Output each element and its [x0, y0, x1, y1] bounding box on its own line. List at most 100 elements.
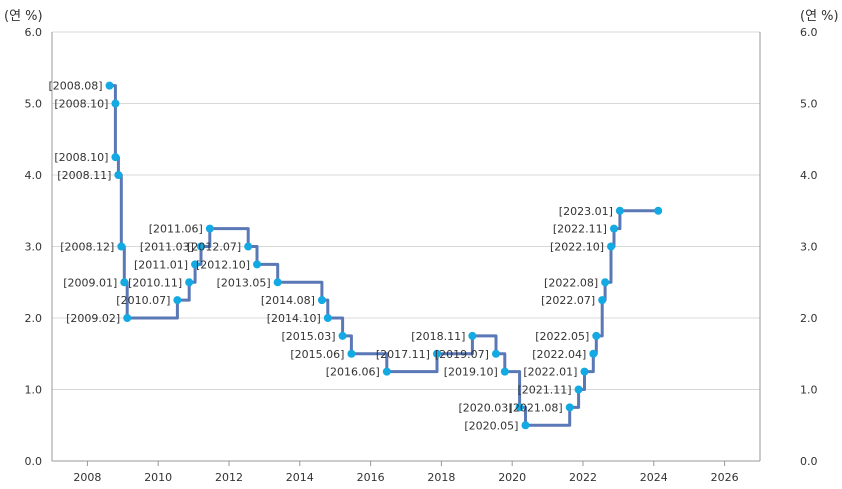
data-point-label: [2011.01]: [134, 258, 188, 271]
data-point[interactable]: [338, 331, 347, 340]
data-point-label: [2020.05]: [464, 419, 518, 432]
data-point[interactable]: [601, 278, 610, 287]
data-point-label: [2010.07]: [116, 294, 170, 307]
data-point[interactable]: [565, 403, 574, 412]
data-point[interactable]: [592, 331, 601, 340]
data-point-label: [2022.01]: [523, 366, 577, 379]
data-point[interactable]: [382, 367, 391, 376]
x-tick-label: 2010: [144, 471, 172, 484]
data-point[interactable]: [615, 206, 624, 215]
data-point-label: [2012.10]: [196, 258, 250, 271]
data-point[interactable]: [317, 296, 326, 305]
y-tick-label-right: 2.0: [800, 312, 818, 325]
data-point[interactable]: [123, 314, 132, 322]
data-point[interactable]: [574, 385, 583, 394]
data-point[interactable]: [491, 349, 500, 358]
data-point-label: [2022.11]: [553, 223, 607, 236]
data-point-label: [2008.11]: [57, 169, 111, 182]
data-point[interactable]: [114, 171, 123, 179]
data-point[interactable]: [105, 81, 114, 90]
data-point-label: [2008.10]: [54, 98, 108, 111]
data-point[interactable]: [468, 331, 477, 340]
data-point-label: [2015.06]: [290, 348, 344, 361]
data-point[interactable]: [580, 367, 589, 376]
y-tick-label-right: 5.0: [800, 98, 818, 111]
data-point-label: [2010.11]: [128, 276, 182, 289]
x-tick-label: 2014: [286, 471, 314, 484]
data-point-label: [2021.11]: [517, 384, 571, 397]
y-tick-label-left: 2.0: [25, 312, 43, 325]
data-point-label: [2009.01]: [63, 276, 117, 289]
x-tick-label: 2016: [357, 471, 385, 484]
data-point[interactable]: [117, 242, 126, 251]
x-tick-label: 2018: [427, 471, 455, 484]
data-point[interactable]: [205, 224, 214, 233]
data-point[interactable]: [273, 278, 282, 287]
data-point[interactable]: [244, 242, 253, 251]
data-point-label: [2008.12]: [60, 241, 114, 254]
y-tick-label-left: 0.0: [25, 455, 43, 468]
data-point-label: [2022.10]: [550, 241, 604, 254]
y-tick-label-left: 6.0: [25, 26, 43, 39]
right-y-unit-label: (연 %): [800, 9, 839, 24]
data-point-label: [2014.10]: [267, 312, 321, 325]
y-tick-label-right: 3.0: [800, 241, 818, 254]
y-tick-label-left: 3.0: [25, 241, 43, 254]
data-point[interactable]: [323, 314, 332, 322]
data-point-label: [2018.11]: [411, 330, 465, 343]
data-point-label: [2022.05]: [535, 330, 589, 343]
data-point[interactable]: [120, 278, 129, 287]
x-tick-label: 2008: [73, 471, 101, 484]
y-tick-label-left: 1.0: [25, 384, 43, 397]
data-point[interactable]: [173, 296, 182, 305]
data-point-label: [2020.03]: [458, 401, 512, 414]
data-point[interactable]: [111, 99, 120, 108]
data-point-label: [2016.06]: [326, 366, 380, 379]
data-point[interactable]: [521, 421, 530, 430]
data-point[interactable]: [111, 153, 120, 162]
data-point[interactable]: [253, 260, 262, 269]
data-point[interactable]: [432, 349, 441, 358]
y-tick-label-right: 4.0: [800, 169, 818, 182]
data-point[interactable]: [196, 242, 205, 251]
data-point-label: [2009.02]: [66, 312, 120, 325]
data-point-label: [2022.07]: [541, 294, 595, 307]
y-tick-label-right: 1.0: [800, 384, 818, 397]
data-point-label: [2019.10]: [444, 366, 498, 379]
left-y-unit-label: (연 %): [4, 9, 43, 24]
point-labels: [2008.08] [2008.10] [2008.10] [2008.11] [200…: [48, 80, 612, 433]
data-point[interactable]: [191, 260, 200, 269]
y-tick-label-right: 6.0: [800, 26, 818, 39]
data-point-label: [2022.08]: [544, 276, 598, 289]
data-point-label: [2017.11]: [376, 348, 430, 361]
data-point[interactable]: [500, 367, 509, 376]
data-point-label: [2019.07]: [435, 348, 489, 361]
axes: [51, 32, 761, 466]
y-tick-label-right: 0.0: [800, 455, 818, 468]
data-point[interactable]: [607, 242, 616, 251]
data-point[interactable]: [515, 403, 524, 412]
data-point-label: [2021.08]: [509, 401, 563, 414]
data-point-label: [2022.04]: [532, 348, 586, 361]
data-point[interactable]: [598, 296, 607, 305]
data-point-label: [2008.10]: [54, 151, 108, 164]
data-point[interactable]: [185, 278, 194, 287]
data-point-label: [2015.03]: [281, 330, 335, 343]
data-point[interactable]: [347, 349, 356, 358]
data-point[interactable]: [609, 224, 618, 233]
x-tick-label: 2024: [640, 471, 668, 484]
tick-labels: 0.0 0.0 1.0 1.0 2.0 2.0 3.0 3.0 4.0 4.0 5.0 5.0 6.0 6…: [25, 26, 818, 484]
x-tick-label: 2022: [569, 471, 597, 484]
data-point-label: [2011.03]: [140, 241, 194, 254]
data-point-label: [2008.08]: [48, 80, 102, 93]
data-point-label: [2014.08]: [261, 294, 315, 307]
data-point[interactable]: [589, 349, 598, 358]
data-point[interactable]: [654, 206, 663, 215]
data-point-label: [2023.01]: [559, 205, 613, 218]
data-point-label: [2013.05]: [217, 276, 271, 289]
rate-series: [105, 81, 663, 430]
y-tick-label-left: 4.0: [25, 169, 43, 182]
y-tick-label-left: 5.0: [25, 98, 43, 111]
data-point-label: [2011.06]: [149, 223, 203, 236]
